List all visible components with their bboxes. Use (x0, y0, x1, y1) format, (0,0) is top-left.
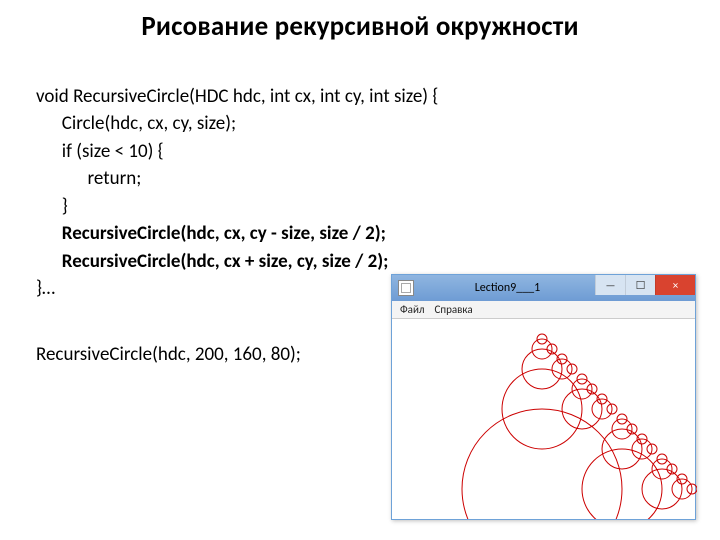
code-line: RecursiveCircle(hdc, cx + size, cy, size… (36, 250, 388, 273)
code-line: return; (36, 167, 141, 190)
maximize-button[interactable]: ☐ (625, 275, 655, 295)
titlebar[interactable]: Lection9___1 — ☐ × (392, 275, 695, 301)
minimize-button[interactable]: — (595, 275, 625, 295)
code-line: void RecursiveCircle(HDC hdc, int cx, in… (36, 85, 438, 108)
menu-file[interactable]: Файл (400, 303, 425, 316)
close-button[interactable]: × (655, 275, 695, 295)
app-icon (398, 280, 414, 296)
code-line: Circle(hdc, cx, cy, size); (36, 112, 236, 135)
recursive-circles-svg (392, 319, 697, 519)
menubar: Файл Справка (392, 301, 695, 319)
app-window: Lection9___1 — ☐ × Файл Справка (391, 274, 696, 520)
code-line: RecursiveCircle(hdc, cx, cy - size, size… (36, 222, 386, 245)
code-line: }… (36, 277, 55, 300)
code-line: if (size < 10) { (36, 140, 164, 163)
slide-title: Рисование рекурсивной окружности (36, 10, 684, 43)
menu-help[interactable]: Справка (435, 303, 473, 316)
code-block: void RecursiveCircle(HDC hdc, int cx, in… (36, 55, 684, 303)
code-line: } (36, 195, 68, 218)
window-title: Lection9___1 (420, 281, 595, 295)
drawing-canvas (392, 319, 695, 519)
